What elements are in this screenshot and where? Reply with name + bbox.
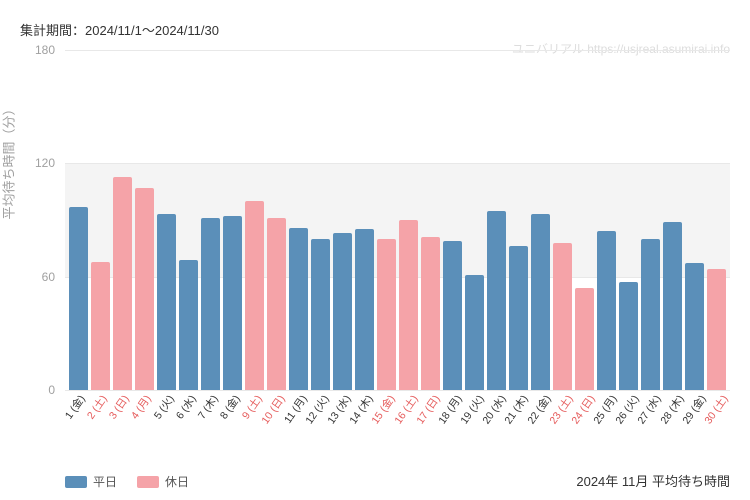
bar [487, 211, 506, 390]
plot-area: 060120180 [65, 50, 730, 390]
bar [333, 233, 352, 390]
bar [69, 207, 88, 390]
legend-holiday-label: 休日 [165, 473, 189, 490]
y-tick: 60 [25, 270, 55, 284]
bar [707, 269, 726, 390]
bar [443, 241, 462, 390]
bar [575, 288, 594, 390]
date-range-header: 集計期間：2024/11/1～2024/11/30 [20, 20, 219, 39]
bar [531, 214, 550, 390]
legend-weekday: 平日 [65, 473, 117, 490]
x-tick-label: 6 (水) [172, 392, 199, 422]
bar [399, 220, 418, 390]
bar [355, 229, 374, 390]
bar [267, 218, 286, 390]
bar [91, 262, 110, 390]
bar [201, 218, 220, 390]
bar [113, 177, 132, 390]
bar [553, 243, 572, 390]
bar [465, 275, 484, 390]
bar [619, 282, 638, 390]
bar [157, 214, 176, 390]
x-tick-label: 4 (月) [128, 392, 155, 422]
bar [597, 231, 616, 390]
bar [223, 216, 242, 390]
legend-weekday-swatch [65, 476, 87, 488]
x-tick-label: 8 (金) [216, 392, 243, 422]
y-tick: 180 [25, 43, 55, 57]
y-axis-label: 平均待ち時間（分） [0, 102, 18, 219]
bar [289, 228, 308, 390]
chart-container: 集計期間：2024/11/1～2024/11/30 ユニバリアル https:/… [0, 0, 750, 500]
bar [421, 237, 440, 390]
chart-title: 2024年 11月 平均待ち時間 [576, 471, 730, 490]
x-tick-label: 3 (日) [105, 392, 132, 422]
bar [311, 239, 330, 390]
legend-weekday-label: 平日 [93, 473, 117, 490]
x-tick-label: 2 (土) [83, 392, 110, 422]
bar [245, 201, 264, 390]
y-tick: 0 [25, 383, 55, 397]
y-tick: 120 [25, 156, 55, 170]
x-axis-labels: 1 (金)2 (土)3 (日)4 (月)5 (火)6 (水)7 (木)8 (金)… [65, 392, 730, 452]
bar [135, 188, 154, 390]
bar [179, 260, 198, 390]
bar [663, 222, 682, 390]
bar [685, 263, 704, 390]
bars-group [65, 50, 730, 390]
bar [377, 239, 396, 390]
x-tick-label: 1 (金) [61, 392, 88, 422]
x-tick-label: 5 (火) [150, 392, 177, 422]
legend-holiday-swatch [137, 476, 159, 488]
legend: 平日 休日 [65, 473, 189, 490]
legend-holiday: 休日 [137, 473, 189, 490]
x-tick-label: 7 (木) [194, 392, 221, 422]
bar [509, 246, 528, 390]
bar [641, 239, 660, 390]
